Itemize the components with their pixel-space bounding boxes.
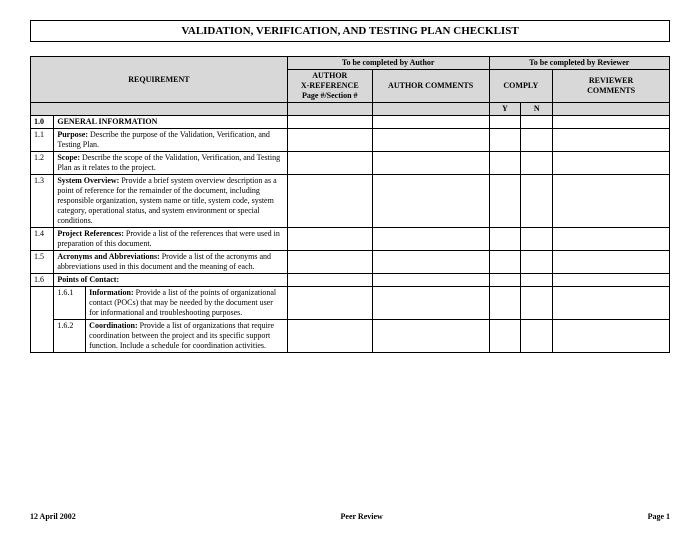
row-text: Points of Contact: <box>54 274 287 287</box>
footer-page: Page 1 <box>648 512 670 521</box>
table-row: 1.5 Acronyms and Abbreviations: Provide … <box>31 251 670 274</box>
row-text: Purpose: Describe the purpose of the Val… <box>54 129 287 152</box>
row-num: 1.3 <box>31 175 54 228</box>
row-text: Scope: Describe the scope of the Validat… <box>54 152 287 175</box>
section-title: GENERAL INFORMATION <box>54 116 287 129</box>
table-row: 1.3 System Overview: Provide a brief sys… <box>31 175 670 228</box>
table-row: 1.2 Scope: Describe the scope of the Val… <box>31 152 670 175</box>
row-text: Project References: Provide a list of th… <box>54 228 287 251</box>
row-num: 1.1 <box>31 129 54 152</box>
col-comply: COMPLY <box>489 70 553 103</box>
page-footer: 12 April 2002 Peer Review Page 1 <box>30 512 670 521</box>
table-row: 1.4 Project References: Provide a list o… <box>31 228 670 251</box>
subrow-num: 1.6.1 <box>54 287 86 320</box>
header-row-yn: Y N <box>31 103 670 116</box>
col-y: Y <box>489 103 521 116</box>
section-row: 1.0 GENERAL INFORMATION <box>31 116 670 129</box>
document-title: VALIDATION, VERIFICATION, AND TESTING PL… <box>30 20 670 42</box>
row-num: 1.2 <box>31 152 54 175</box>
table-subrow: 1.6.1 Information: Provide a list of the… <box>31 287 670 320</box>
row-text: System Overview: Provide a brief system … <box>54 175 287 228</box>
col-author-xref: AUTHOR X-REFERENCE Page #/Section # <box>287 70 372 103</box>
subrow-num: 1.6.2 <box>54 320 86 353</box>
checklist-table: REQUIREMENT To be completed by Author To… <box>30 56 670 353</box>
col-reviewer-span: To be completed by Reviewer <box>489 57 670 70</box>
row-num: 1.5 <box>31 251 54 274</box>
subrow-text: Information: Provide a list of the point… <box>86 287 288 320</box>
footer-center: Peer Review <box>341 512 383 521</box>
col-n: N <box>521 103 553 116</box>
col-reviewer-comments: REVIEWER COMMENTS <box>553 70 670 103</box>
col-requirement: REQUIREMENT <box>31 57 288 103</box>
col-author-span: To be completed by Author <box>287 57 489 70</box>
row-text: Acronyms and Abbreviations: Provide a li… <box>54 251 287 274</box>
section-num: 1.0 <box>31 116 54 129</box>
header-row-1: REQUIREMENT To be completed by Author To… <box>31 57 670 70</box>
table-subrow: 1.6.2 Coordination: Provide a list of or… <box>31 320 670 353</box>
subrow-text: Coordination: Provide a list of organiza… <box>86 320 288 353</box>
footer-date: 12 April 2002 <box>30 512 76 521</box>
row-num: 1.6 <box>31 274 54 287</box>
table-row: 1.1 Purpose: Describe the purpose of the… <box>31 129 670 152</box>
table-row: 1.6 Points of Contact: <box>31 274 670 287</box>
row-num: 1.4 <box>31 228 54 251</box>
col-author-comments: AUTHOR COMMENTS <box>372 70 489 103</box>
